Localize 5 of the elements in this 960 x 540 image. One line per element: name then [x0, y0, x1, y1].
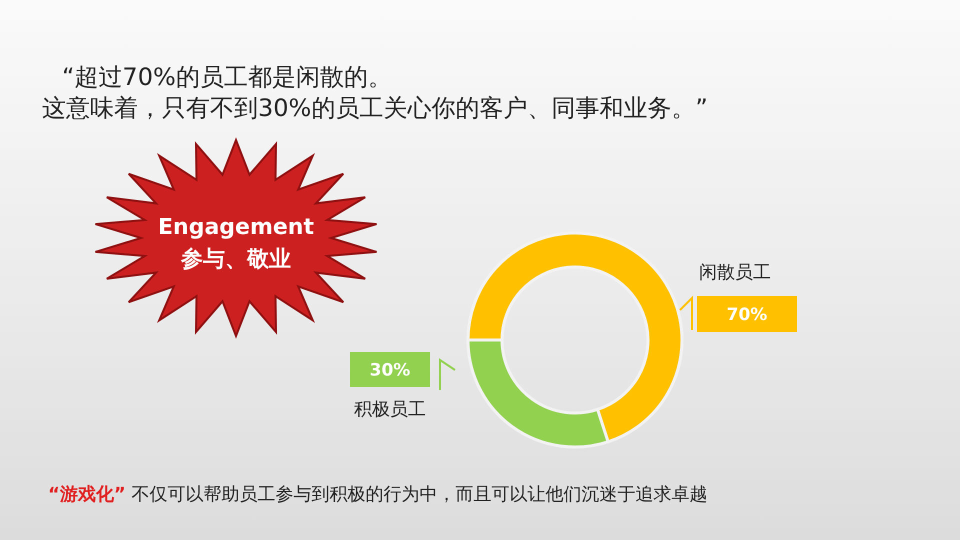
annotation: “游戏化” 不仅可以帮助员工参与到积极的行为中，而且可以让他们沉迷于追求卓越	[48, 484, 708, 505]
annotation: 参与、敬业	[181, 247, 291, 272]
annotation: Engagement	[158, 215, 314, 240]
subtitle: 这意味着，只有不到30%的员工关心你的客户、同事和业务。”	[42, 94, 708, 122]
title: “超过70%的员工都是闲散的。	[62, 63, 392, 91]
